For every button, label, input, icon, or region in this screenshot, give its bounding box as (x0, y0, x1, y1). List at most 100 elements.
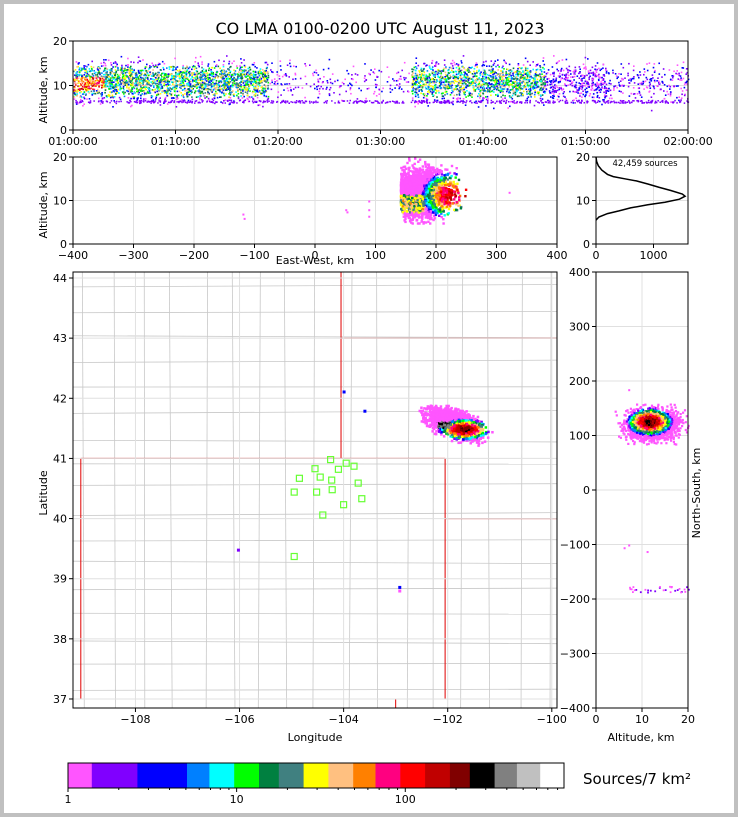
source-point (83, 68, 86, 70)
source-point (653, 71, 656, 73)
source-point (563, 78, 566, 80)
source-point (245, 69, 247, 72)
source-point (248, 76, 251, 79)
source-point (526, 60, 529, 63)
source-point (78, 85, 81, 87)
source-point (678, 74, 681, 77)
source-point (299, 77, 302, 80)
source-point (540, 76, 542, 79)
source-point (109, 71, 112, 74)
source-point (108, 82, 111, 84)
source-point (214, 76, 216, 78)
source-point (87, 63, 90, 66)
source-point (126, 83, 129, 86)
source-point (190, 86, 193, 88)
source-point (443, 97, 445, 100)
source-point (194, 73, 196, 76)
source-point (570, 101, 573, 104)
source-point (153, 76, 156, 78)
source-point (544, 101, 547, 103)
source-point (397, 79, 399, 82)
source-point (344, 78, 346, 81)
source-point (158, 83, 160, 86)
source-point (382, 100, 384, 102)
source-point (129, 70, 131, 72)
source-point (474, 72, 476, 75)
source-point (146, 74, 148, 76)
source-point (186, 101, 189, 103)
source-point (605, 69, 607, 72)
source-point (518, 85, 521, 88)
source-point (623, 84, 625, 87)
source-point (353, 100, 355, 103)
source-point (176, 101, 178, 103)
source-point (485, 98, 488, 101)
source-point (126, 71, 128, 74)
source-point (124, 75, 127, 78)
source-point (654, 100, 657, 103)
source-point (225, 82, 228, 84)
source-point (458, 67, 461, 70)
source-point (321, 81, 324, 84)
source-point (199, 79, 202, 82)
source-point (231, 101, 233, 104)
source-point (493, 88, 495, 91)
source-point (239, 77, 242, 79)
source-point (524, 66, 527, 69)
source-point (178, 72, 181, 75)
source-point (591, 66, 594, 69)
source-point (510, 77, 513, 80)
source-point (576, 99, 578, 102)
source-point (646, 69, 649, 72)
source-point (508, 86, 510, 88)
source-point (494, 87, 497, 90)
source-point (201, 80, 203, 82)
source-point (255, 76, 258, 78)
source-point (205, 88, 208, 91)
source-point (228, 69, 230, 71)
source-point (304, 96, 306, 99)
source-point (516, 101, 518, 104)
source-point (482, 75, 484, 78)
source-point (498, 83, 501, 86)
source-point (147, 100, 150, 103)
source-point (79, 91, 81, 94)
source-point (537, 63, 539, 65)
source-point (141, 82, 143, 85)
source-point (127, 90, 129, 93)
source-point (188, 66, 191, 69)
source-point (214, 77, 217, 79)
source-point (591, 84, 594, 87)
source-point (130, 71, 132, 74)
source-point (415, 75, 418, 78)
source-point (258, 71, 261, 74)
source-point (532, 68, 534, 71)
source-point (337, 100, 340, 102)
source-point (543, 75, 546, 77)
source-point (103, 85, 106, 87)
source-point (247, 98, 249, 101)
source-point (115, 80, 117, 83)
source-point (604, 102, 607, 104)
source-point (261, 89, 263, 92)
source-point (443, 67, 445, 70)
source-point (423, 95, 426, 98)
source-point (174, 57, 176, 60)
source-point (80, 78, 82, 81)
source-point (477, 95, 479, 98)
source-point (242, 94, 244, 96)
source-point (88, 82, 91, 84)
source-point (349, 88, 352, 91)
source-point (422, 68, 425, 71)
source-point (610, 83, 612, 85)
source-point (99, 77, 102, 80)
source-point (176, 85, 178, 88)
source-point (670, 78, 672, 81)
source-point (490, 60, 493, 62)
source-point (411, 83, 414, 86)
source-point (509, 73, 511, 76)
source-point (569, 70, 572, 72)
source-point (84, 77, 87, 80)
source-point (364, 75, 366, 77)
source-point (435, 62, 437, 64)
